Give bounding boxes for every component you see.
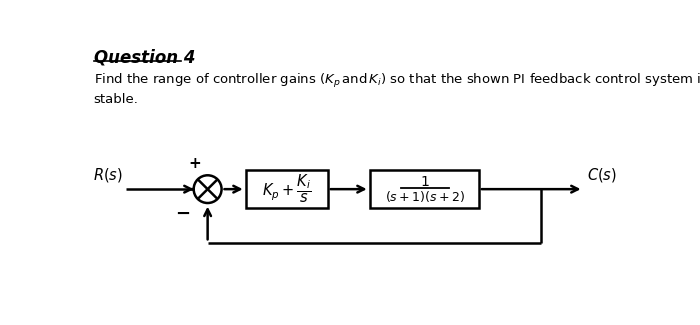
Text: +: + (188, 156, 201, 172)
Text: −: − (175, 204, 190, 223)
Text: Question 4: Question 4 (94, 48, 195, 66)
Text: Find the range of controller gains ($K_p\,\mathrm{and}\,K_i$) so that the shown : Find the range of controller gains ($K_p… (94, 72, 700, 90)
Bar (370, 170, 479, 208)
Text: stable.: stable. (94, 93, 139, 106)
Bar (246, 170, 328, 208)
Text: $1$: $1$ (420, 175, 429, 189)
Text: $C(s)$: $C(s)$ (587, 166, 617, 184)
Text: $(s+1)(s+2)$: $(s+1)(s+2)$ (384, 189, 465, 204)
Text: $R(s)$: $R(s)$ (93, 166, 123, 184)
Text: $K_p+\dfrac{K_i}{s}$: $K_p+\dfrac{K_i}{s}$ (262, 173, 312, 205)
